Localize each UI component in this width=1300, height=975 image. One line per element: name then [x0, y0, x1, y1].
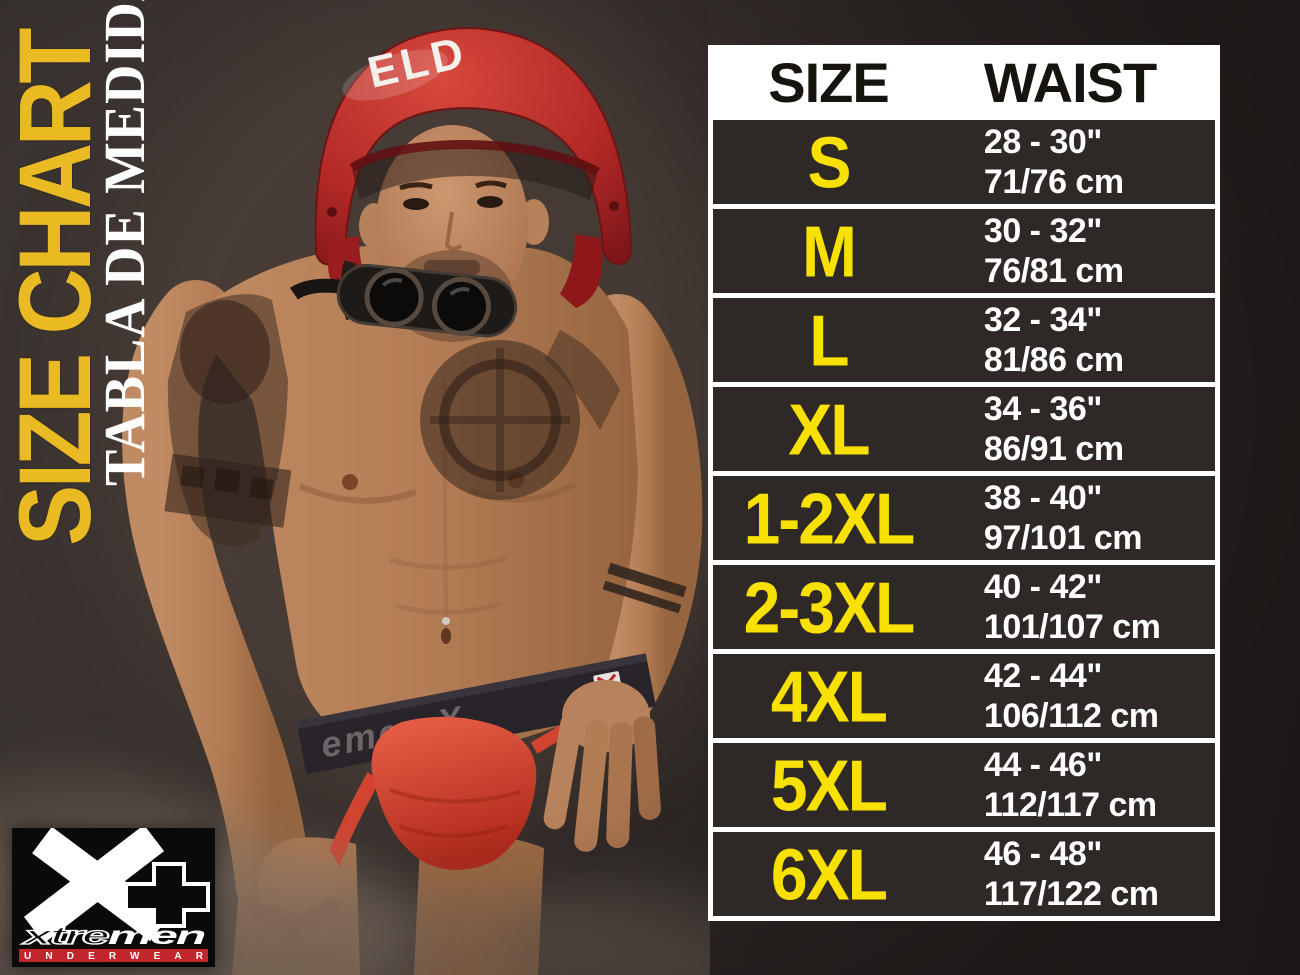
table-row: L 32 - 34" 81/86 cm [713, 293, 1215, 382]
waist-cm: 101/107 cm [983, 608, 1161, 646]
nose [444, 211, 463, 251]
page-title: SIZE CHART [0, 31, 112, 547]
size-cell: M [801, 210, 857, 292]
waist-cm: 112/117 cm [983, 786, 1157, 824]
goggles [289, 263, 518, 338]
table-row: 2-3XL 40 - 42" 101/107 cm [713, 560, 1215, 649]
table-row: S 28 - 30" 71/76 cm [713, 115, 1215, 204]
table-row: 6XL 46 - 48" 117/122 cm [713, 827, 1215, 916]
table-header-row: SIZE WAIST [713, 50, 1215, 115]
waist-inches: 44 - 46" [983, 746, 1102, 784]
eye [477, 196, 503, 208]
waist-cm: 81/86 cm [983, 341, 1124, 379]
size-cell: L [809, 299, 849, 381]
size-table: SIZE WAIST S 28 - 30" 71/76 cm M 30 - 32"… [708, 45, 1220, 921]
eyebrows [399, 180, 507, 191]
waist-inches: 30 - 32" [983, 212, 1102, 250]
table-row: 1-2XL 38 - 40" 97/101 cm [713, 471, 1215, 560]
navel [441, 628, 451, 644]
table-row: 4XL 42 - 44" 106/112 cm [713, 649, 1215, 738]
tattoos [164, 294, 687, 614]
page-subtitle: TABLA DE MEDIDAS [92, 0, 157, 487]
table-row: 5XL 44 - 46" 112/117 cm [713, 738, 1215, 827]
waist-inches: 38 - 40" [983, 479, 1102, 517]
waist-inches: 28 - 30" [983, 123, 1102, 161]
eye [403, 198, 429, 210]
waist-cm: 106/112 cm [983, 697, 1159, 735]
size-cell: S [807, 121, 851, 203]
size-cell: 5XL [770, 744, 888, 826]
logo-wordmark: xtremen [21, 921, 207, 951]
wordmark-men: men [108, 922, 205, 950]
svg-text:xtremen: xtremen [21, 922, 205, 950]
waist-inches: 46 - 48" [983, 835, 1102, 873]
logo-monogram [23, 824, 210, 944]
table-row: M 30 - 32" 76/81 cm [713, 204, 1215, 293]
model-right-arm [122, 280, 312, 924]
wordmark-xtre: xtre [21, 922, 108, 950]
col-header-waist: WAIST [983, 51, 1157, 114]
helmet-glare [342, 49, 448, 101]
model-left-arm [582, 294, 703, 728]
waist-inches: 32 - 34" [983, 301, 1102, 339]
col-header-size: SIZE [768, 51, 889, 114]
nipple [342, 474, 358, 490]
waist-cm: 76/81 cm [983, 252, 1124, 290]
waist-cm: 97/101 cm [983, 519, 1143, 557]
logo-letter-t [124, 862, 210, 928]
waist-cm: 71/76 cm [983, 163, 1124, 201]
waist-cm: 117/122 cm [983, 875, 1159, 913]
model-left-hand [543, 680, 661, 852]
underwear-pouch [371, 716, 537, 870]
brand-logo: xtremen UNDERWEAR [12, 824, 215, 967]
size-cell: 6XL [770, 833, 888, 915]
size-cell: XL [788, 388, 870, 470]
size-cell: 1-2XL [743, 477, 916, 559]
waist-inches: 42 - 44" [983, 657, 1102, 695]
waist-inches: 34 - 36" [983, 390, 1102, 428]
table-row: XL 34 - 36" 86/91 cm [713, 382, 1215, 471]
waist-cm: 86/91 cm [983, 430, 1124, 468]
size-cell: 4XL [770, 655, 888, 737]
logo-tagline: UNDERWEAR [24, 951, 204, 962]
model-photo: ELD emen X [0, 0, 710, 975]
size-cell: 2-3XL [743, 566, 916, 648]
navel-piercing [442, 617, 450, 625]
waist-inches: 40 - 42" [983, 568, 1102, 606]
underwear-bar [19, 949, 208, 962]
pouch-texture [389, 788, 521, 838]
